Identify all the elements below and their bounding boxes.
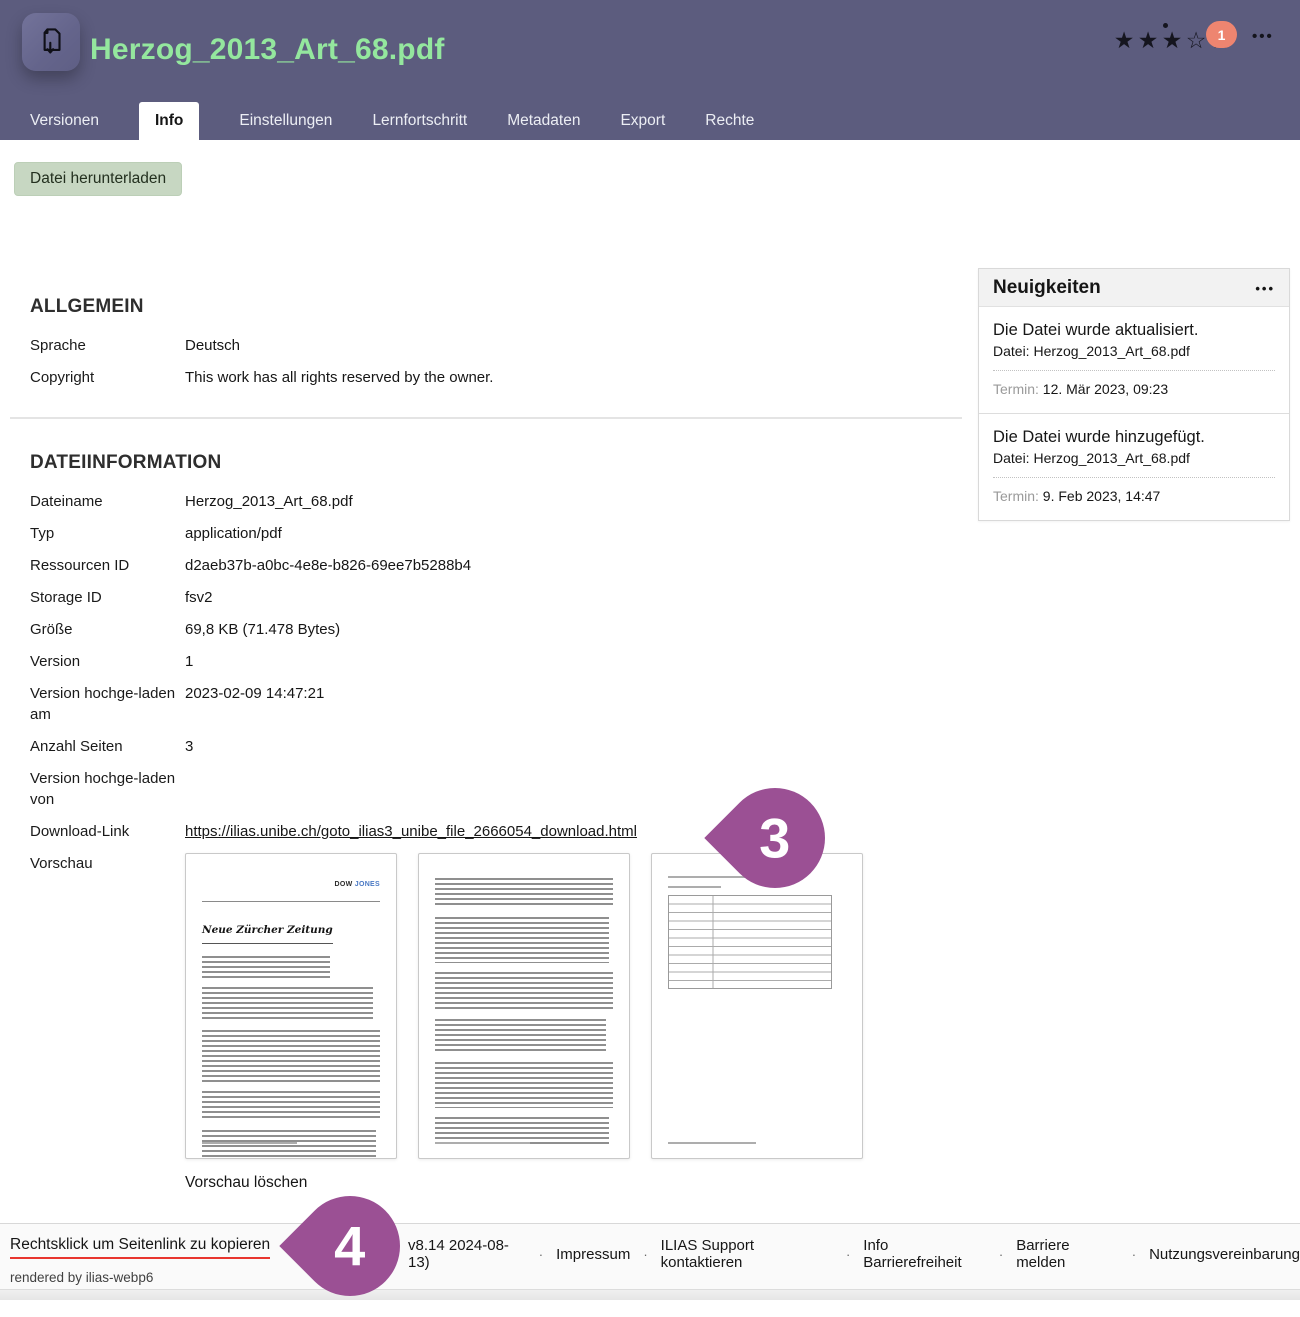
news-item-subtitle: Datei: Herzog_2013_Art_68.pdf (993, 343, 1190, 359)
row-value: Herzog_2013_Art_68.pdf (185, 493, 353, 510)
row-value: This work has all rights reserved by the… (185, 369, 494, 386)
footer-link-barriere-melden[interactable]: Barriere melden (1016, 1237, 1070, 1271)
row-label: Version (30, 653, 81, 670)
info-row: Größe 69,8 KB (71.478 Bytes) (30, 619, 965, 640)
row-label: Vorschau (30, 855, 93, 872)
section-dateiinformation: DATEIINFORMATION Dateiname Herzog_2013_A… (30, 452, 965, 1204)
row-label: Copyright (30, 369, 95, 386)
footer-link-nutzungsvereinbarung[interactable]: Nutzungsvereinbarung (1149, 1245, 1300, 1263)
preview-page-2[interactable] (418, 853, 630, 1159)
download-file-button[interactable]: Datei herunterladen (14, 162, 183, 196)
info-row: Typ application/pdf (30, 523, 965, 544)
tab-bar: Versionen Info Einstellungen Lernfortsch… (0, 102, 1300, 140)
news-item-title: Die Datei wurde aktualisiert. (993, 321, 1199, 339)
info-row: Version hochge-laden von (30, 768, 965, 810)
section-allgemein: ALLGEMEIN Sprache Deutsch Copyright This… (30, 296, 965, 399)
row-label: Typ (30, 525, 55, 542)
row-label: Storage ID (30, 589, 102, 606)
star-icon[interactable]: ☆ (1185, 27, 1207, 53)
row-value: 2023-02-09 14:47:21 (185, 685, 325, 702)
preview-metadata-table (668, 895, 832, 989)
ilias-version-text: v8.14 2024-08-13) (408, 1237, 509, 1271)
news-item-subtitle: Datei: Herzog_2013_Art_68.pdf (993, 450, 1190, 466)
header-actions-ellipsis-icon[interactable]: ••• (1252, 28, 1274, 45)
preview-page-3[interactable] (651, 853, 863, 1159)
row-label: Dateiname (30, 493, 103, 510)
news-item-title: Die Datei wurde hinzugefügt. (993, 428, 1205, 446)
row-value (185, 768, 965, 810)
dotted-divider (993, 477, 1275, 478)
row-label: Ressourcen ID (30, 557, 130, 574)
info-row: Sprache Deutsch (30, 335, 965, 356)
footer-link-barrierefreiheit[interactable]: Info Barrierefreiheit (863, 1237, 962, 1271)
file-download-icon (34, 23, 68, 62)
rating-count-badge: 1 (1206, 21, 1237, 48)
info-row: Ressourcen ID d2aeb37b-a0bc-4e8e-b826-69… (30, 555, 965, 576)
footer-nav: v8.14 2024-08-13) · Impressum · ILIAS Su… (408, 1237, 1300, 1271)
footer-link-impressum[interactable]: Impressum (556, 1245, 631, 1263)
tab-metadaten[interactable]: Metadaten (507, 112, 581, 129)
star-icon[interactable]: ★ (1113, 27, 1135, 53)
info-row: Dateiname Herzog_2013_Art_68.pdf (30, 491, 965, 512)
rating-average-marker (1163, 23, 1168, 28)
row-value: d2aeb37b-a0bc-4e8e-b826-69ee7b5288b4 (185, 557, 472, 574)
row-label: Größe (30, 621, 73, 638)
row-label: Sprache (30, 337, 86, 354)
news-panel-title: Neuigkeiten (993, 277, 1101, 298)
download-link[interactable]: https://ilias.unibe.ch/goto_ilias3_unibe… (185, 823, 637, 840)
rendered-by-text: rendered by ilias-webp6 (10, 1270, 154, 1285)
news-item[interactable]: Die Datei wurde hinzugefügt. Datei: Herz… (979, 413, 1289, 520)
info-row: Download-Link https://ilias.unibe.ch/got… (30, 821, 965, 842)
star-icon[interactable]: ★ (1161, 27, 1183, 53)
nzz-masthead: Neue Zürcher Zeitung (202, 920, 333, 944)
section-heading: DATEIINFORMATION (30, 452, 222, 473)
tab-einstellungen[interactable]: Einstellungen (239, 112, 333, 129)
news-item-termin: Termin: 9. Feb 2023, 14:47 (993, 488, 1161, 504)
tab-export[interactable]: Export (620, 112, 666, 129)
rating-stars[interactable]: ★ ★ ★ ☆ ☆ (1112, 26, 1232, 54)
info-row: Version hochge-laden am 2023-02-09 14:47… (30, 683, 965, 725)
bottom-scrollbar-strip[interactable] (0, 1289, 1300, 1300)
star-icon[interactable]: ★ (1137, 27, 1159, 53)
news-panel: Neuigkeiten ••• Die Datei wurde aktualis… (978, 268, 1290, 521)
dotted-divider (993, 370, 1275, 371)
row-value: 1 (185, 653, 194, 670)
news-panel-ellipsis-icon[interactable]: ••• (1255, 280, 1275, 296)
footer-link-support[interactable]: ILIAS Support kontaktieren (660, 1237, 755, 1271)
row-value: Deutsch (185, 337, 241, 354)
page-header: Herzog_2013_Art_68.pdf ★ ★ ★ ☆ ☆ 1 ••• V… (0, 0, 1300, 140)
info-row-vorschau: Vorschau DOW JONES Neue Zürcher Zeitung (30, 853, 965, 1193)
copy-page-link[interactable]: Rechtsklick um Seitenlink zu kopieren (10, 1236, 271, 1259)
news-panel-header: Neuigkeiten ••• (979, 269, 1289, 307)
news-item-termin: Termin: 12. Mär 2023, 09:23 (993, 381, 1169, 397)
row-label: Version hochge-laden am (30, 685, 176, 723)
row-value: 3 (185, 738, 194, 755)
row-value: fsv2 (185, 589, 213, 606)
info-row: Storage ID fsv2 (30, 587, 965, 608)
tab-versionen[interactable]: Versionen (30, 112, 99, 129)
row-label: Anzahl Seiten (30, 738, 123, 755)
row-label: Version hochge-laden von (30, 770, 176, 808)
page-title: Herzog_2013_Art_68.pdf (90, 33, 445, 66)
preview-thumbnails: DOW JONES Neue Zürcher Zeitung (185, 853, 965, 1159)
news-item[interactable]: Die Datei wurde aktualisiert. Datei: Her… (979, 307, 1289, 413)
page-footer: Rechtsklick um Seitenlink zu kopieren v8… (0, 1223, 1300, 1300)
tab-info[interactable]: Info (138, 102, 200, 140)
row-value: application/pdf (185, 525, 282, 542)
delete-preview-link[interactable]: Vorschau löschen (185, 1174, 308, 1191)
tab-lernfortschritt[interactable]: Lernfortschritt (372, 112, 468, 129)
tab-rechte[interactable]: Rechte (705, 112, 755, 129)
row-label: Download-Link (30, 823, 130, 840)
info-row: Copyright This work has all rights reser… (30, 367, 965, 388)
file-type-icon-box (22, 13, 80, 71)
dow-jones-logo: DOW JONES (334, 881, 380, 888)
section-divider (10, 417, 962, 419)
preview-page-1[interactable]: DOW JONES Neue Zürcher Zeitung (185, 853, 397, 1159)
row-value: 69,8 KB (71.478 Bytes) (185, 621, 341, 638)
info-row: Version 1 (30, 651, 965, 672)
info-row: Anzahl Seiten 3 (30, 736, 965, 757)
section-heading: ALLGEMEIN (30, 296, 144, 317)
